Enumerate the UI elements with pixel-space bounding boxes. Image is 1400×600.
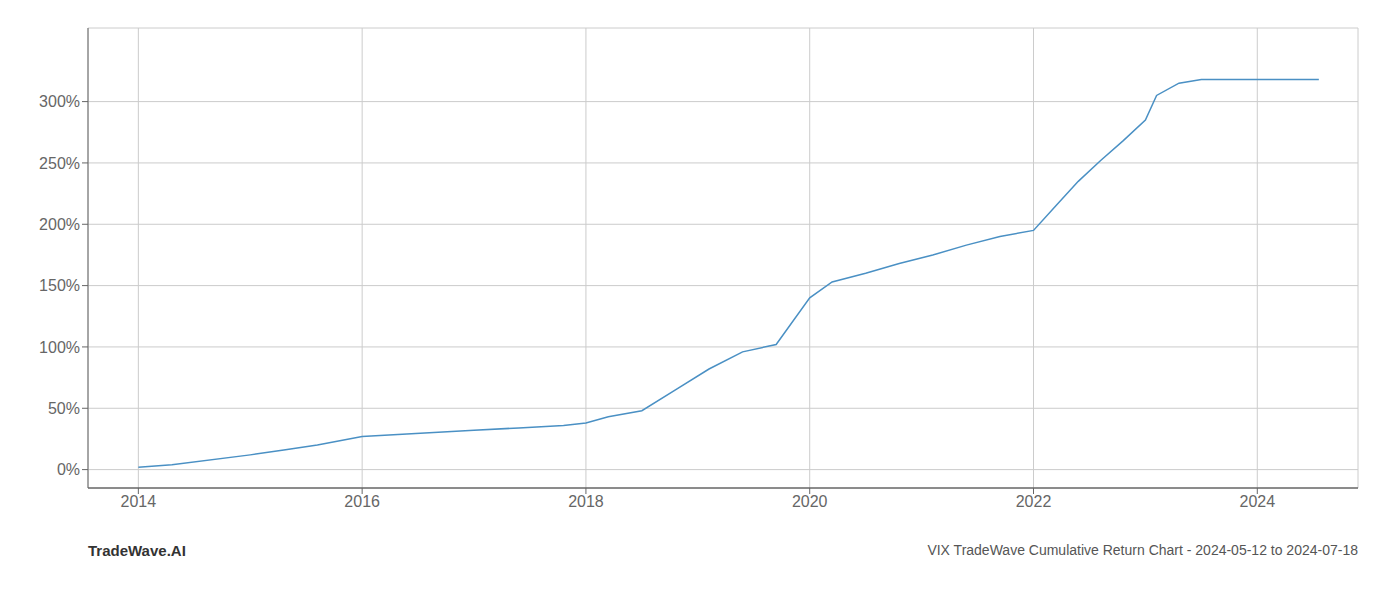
svg-text:150%: 150% [39, 277, 80, 294]
svg-text:200%: 200% [39, 216, 80, 233]
svg-text:2014: 2014 [121, 493, 157, 510]
html-text:TradeWave.AI: TradeWave.AI [88, 542, 186, 559]
svg-text:2016: 2016 [344, 493, 380, 510]
svg-text:2024: 2024 [1239, 493, 1275, 510]
svg-text:2018: 2018 [568, 493, 604, 510]
svg-text:50%: 50% [48, 400, 80, 417]
svg-text:2020: 2020 [792, 493, 828, 510]
svg-text:250%: 250% [39, 155, 80, 172]
svg-text:100%: 100% [39, 339, 80, 356]
html-text:VIX TradeWave Cumulative Retur: VIX TradeWave Cumulative Return Chart - … [927, 542, 1358, 558]
svg-text:2022: 2022 [1016, 493, 1052, 510]
svg-text:300%: 300% [39, 93, 80, 110]
svg-text:0%: 0% [57, 461, 80, 478]
